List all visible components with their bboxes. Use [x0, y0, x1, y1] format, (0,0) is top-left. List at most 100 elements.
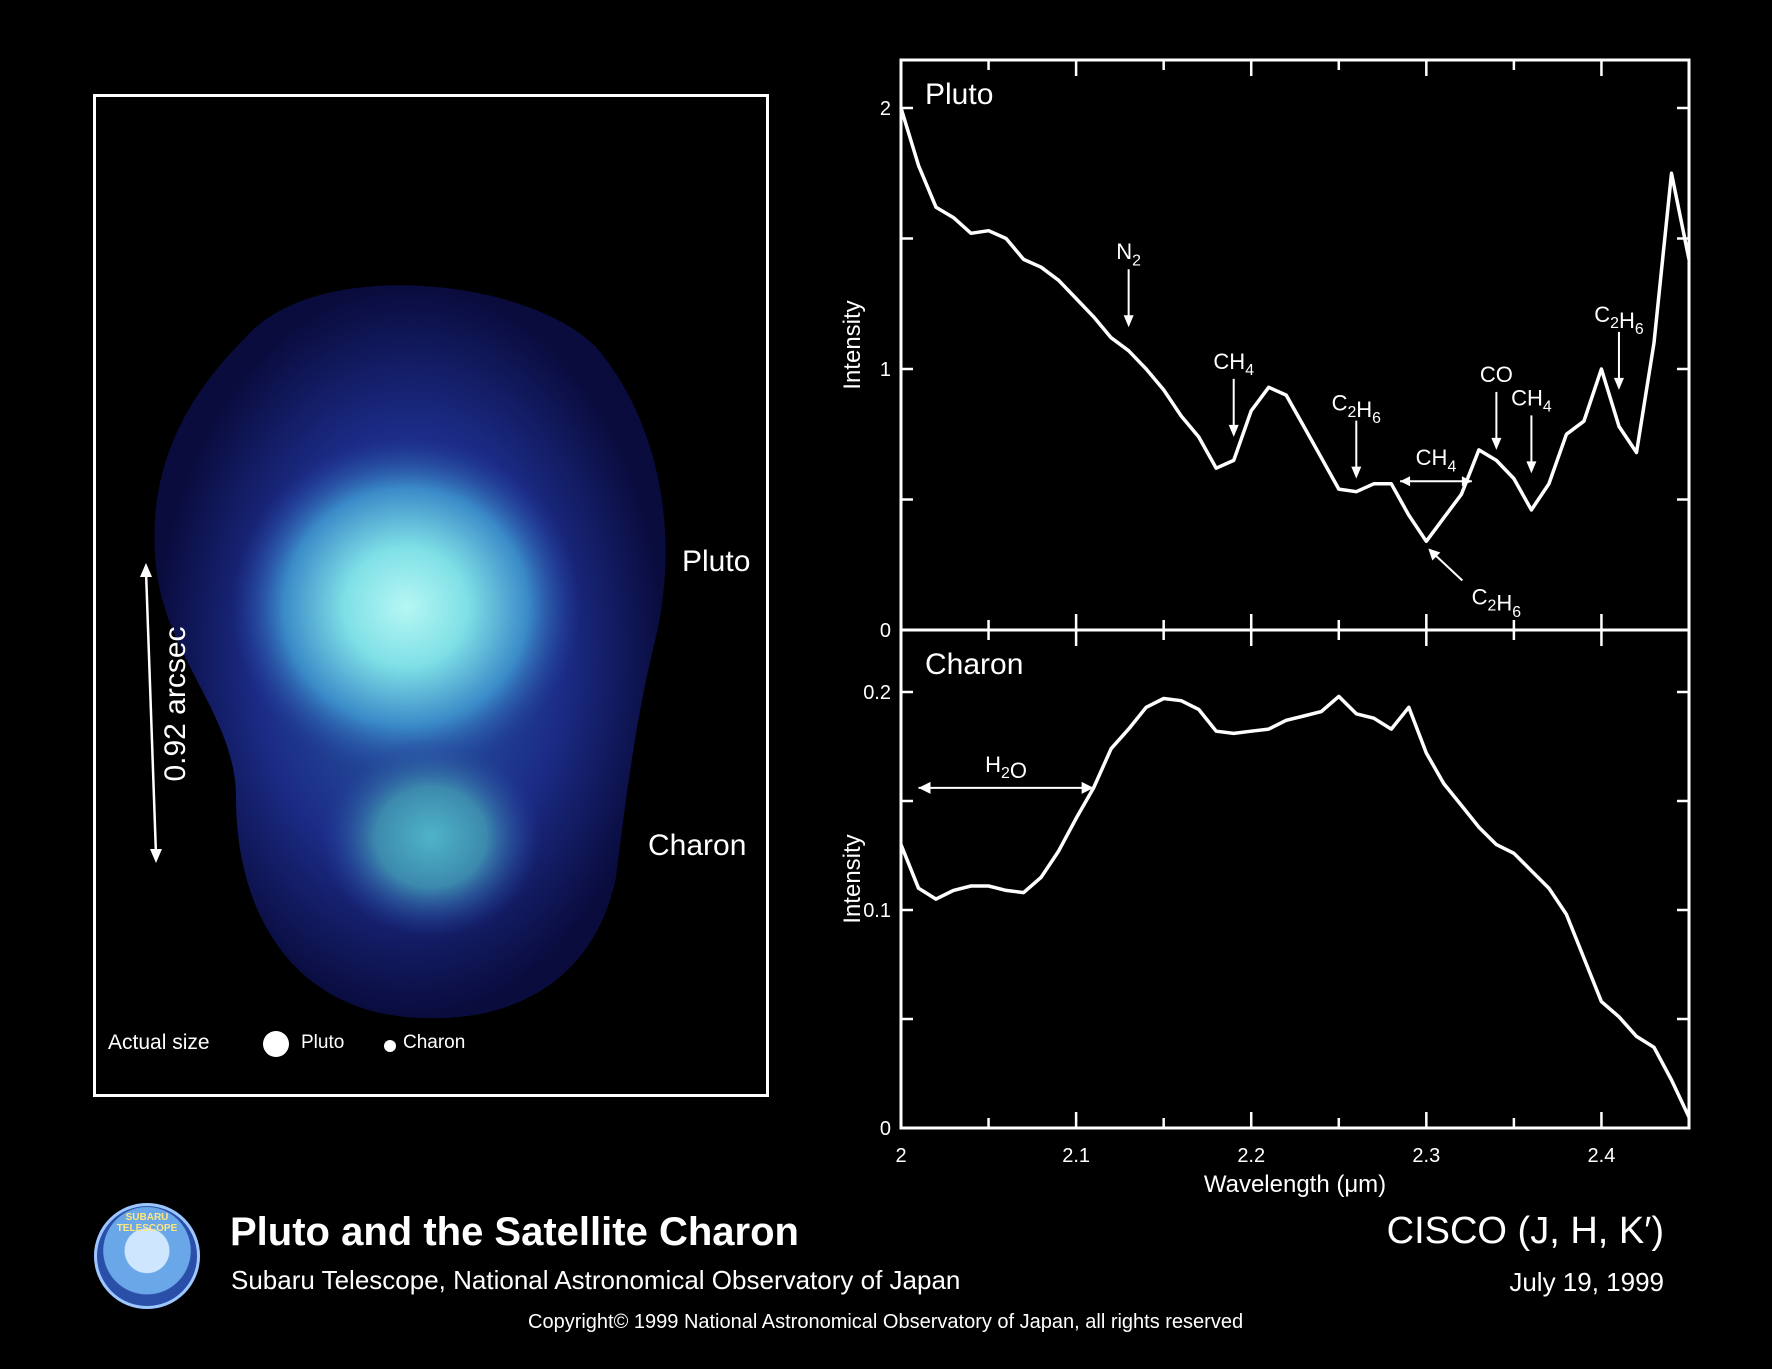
scale-arrow [140, 563, 162, 863]
legend-pluto: Pluto [301, 1032, 345, 1053]
charon-data-point [1162, 697, 1166, 701]
pluto-data-point [1232, 458, 1236, 462]
charon-data-point [1634, 1034, 1638, 1038]
charon-data-point [917, 886, 921, 890]
pluto-panel-label: Pluto [925, 78, 993, 111]
pluto-data-point [1582, 419, 1586, 423]
actual-size-label: Actual size [108, 1031, 210, 1054]
pluto-label: Pluto [682, 545, 751, 578]
charon-data-point [1284, 718, 1288, 722]
charon-data-point [1354, 712, 1358, 716]
pluto-data-point [1284, 393, 1288, 397]
annotation-arrowhead [1613, 377, 1624, 390]
annotation-arrowhead [1491, 437, 1502, 450]
pluto-charon-image [154, 285, 666, 1019]
pluto-data-point [1669, 171, 1673, 175]
pluto-data-point [1424, 539, 1428, 543]
pluto-data-point [1057, 278, 1061, 282]
annotation-c2h6-min: C2H6 [1472, 584, 1522, 620]
charon-ylabel: Intensity [839, 834, 866, 923]
pluto-data-point [1459, 492, 1463, 496]
pluto-data-point [1634, 451, 1638, 455]
subaru-telescope-logo [94, 1203, 200, 1309]
charon-data-point [1477, 825, 1481, 829]
pluto-data-point [1512, 477, 1516, 481]
charon-data-point [1407, 705, 1411, 709]
pluto-data-point [1022, 257, 1026, 261]
charon-data-point [1337, 694, 1341, 698]
pluto-data-point [1372, 482, 1376, 486]
pluto-data-point [1599, 367, 1603, 371]
charon-data-point [1617, 1015, 1621, 1019]
pluto-data-point [1039, 265, 1043, 269]
annotation-co: CO [1480, 362, 1513, 387]
charon-data-point [1372, 716, 1376, 720]
annotation-arrowhead [1228, 424, 1239, 437]
pluto-data-point [1144, 367, 1148, 371]
pluto-data-point [1477, 448, 1481, 452]
pluto-data-point [1092, 315, 1096, 319]
pluto-data-point [1354, 490, 1358, 494]
charon-data-point [1424, 751, 1428, 755]
pluto-data-point [1494, 458, 1498, 462]
annotation-c2h6: C2H6 [1594, 302, 1644, 338]
pluto-ytick-label: 1 [880, 359, 891, 381]
charon-data-point [1494, 843, 1498, 847]
pluto-data-point [1529, 508, 1533, 512]
charon-data-point [1459, 803, 1463, 807]
charon-spectrum-line [899, 694, 1691, 1118]
annotation-ch4-band: CH4 [1416, 445, 1457, 475]
charon-data-point [1582, 956, 1586, 960]
pluto-data-point [1074, 297, 1078, 301]
logo-text: SUBARU TELESCOPE [116, 1212, 178, 1234]
pluto-data-point [1687, 257, 1691, 261]
annotation-arrowhead [1123, 315, 1134, 328]
annotation-arrowhead [1526, 461, 1537, 474]
c2h6-min-arrowhead [1428, 548, 1441, 561]
pluto-data-point [1127, 349, 1131, 353]
image-panel: Pluto Charon 0.92 arcsec Actual size Plu… [93, 94, 769, 1097]
annotation-c2h6: C2H6 [1332, 391, 1382, 427]
pluto-data-point [1337, 487, 1341, 491]
charon-ytick-label: 0 [880, 1118, 891, 1140]
charon-data-point [1547, 886, 1551, 890]
date-label: July 19, 1999 [1509, 1267, 1664, 1297]
charon-data-point [1179, 699, 1183, 703]
charon-data-point [1687, 1115, 1691, 1119]
charon-data-point [1652, 1045, 1656, 1049]
pluto-data-point [1004, 237, 1008, 240]
charon-data-point [1319, 710, 1323, 714]
pluto-data-point [1197, 435, 1201, 439]
charon-data-point [1109, 747, 1113, 751]
charon-data-point [1249, 729, 1253, 733]
xtick-label: 2.4 [1588, 1145, 1616, 1167]
pluto-data-point [1249, 409, 1253, 413]
charon-data-point [1302, 714, 1306, 718]
charon-data-point [1074, 816, 1078, 820]
charon-panel-label: Charon [925, 648, 1023, 681]
pluto-data-point [1319, 456, 1323, 460]
charon-data-point [1599, 1000, 1603, 1004]
xtick-label: 2.1 [1062, 1145, 1090, 1167]
pluto-data-point [917, 163, 921, 167]
charon-data-point [1022, 891, 1026, 895]
ch4-band-arrowhead-right [1461, 476, 1472, 487]
charon-actual-size-dot [384, 1040, 396, 1052]
pluto-data-point [899, 106, 903, 110]
pluto-data-point [987, 229, 991, 233]
pluto-data-point [934, 205, 938, 209]
charon-ytick-label: 0.2 [863, 682, 891, 704]
charon-ytick-label: 0.1 [863, 900, 891, 922]
annotation-ch4: CH4 [1213, 349, 1254, 379]
page-subtitle: Subaru Telescope, National Astronomical … [231, 1265, 961, 1295]
pluto-data-point [969, 231, 973, 235]
charon-data-point [1669, 1078, 1673, 1082]
charon-data-point [934, 897, 938, 901]
charon-data-point [1057, 849, 1061, 853]
pluto-data-point [1547, 482, 1551, 486]
charon-data-point [1442, 782, 1446, 786]
charon-data-point [1127, 727, 1131, 731]
charon-data-point [1564, 912, 1568, 916]
charon-data-point [1389, 727, 1393, 731]
page-title: Pluto and the Satellite Charon [230, 1210, 799, 1254]
